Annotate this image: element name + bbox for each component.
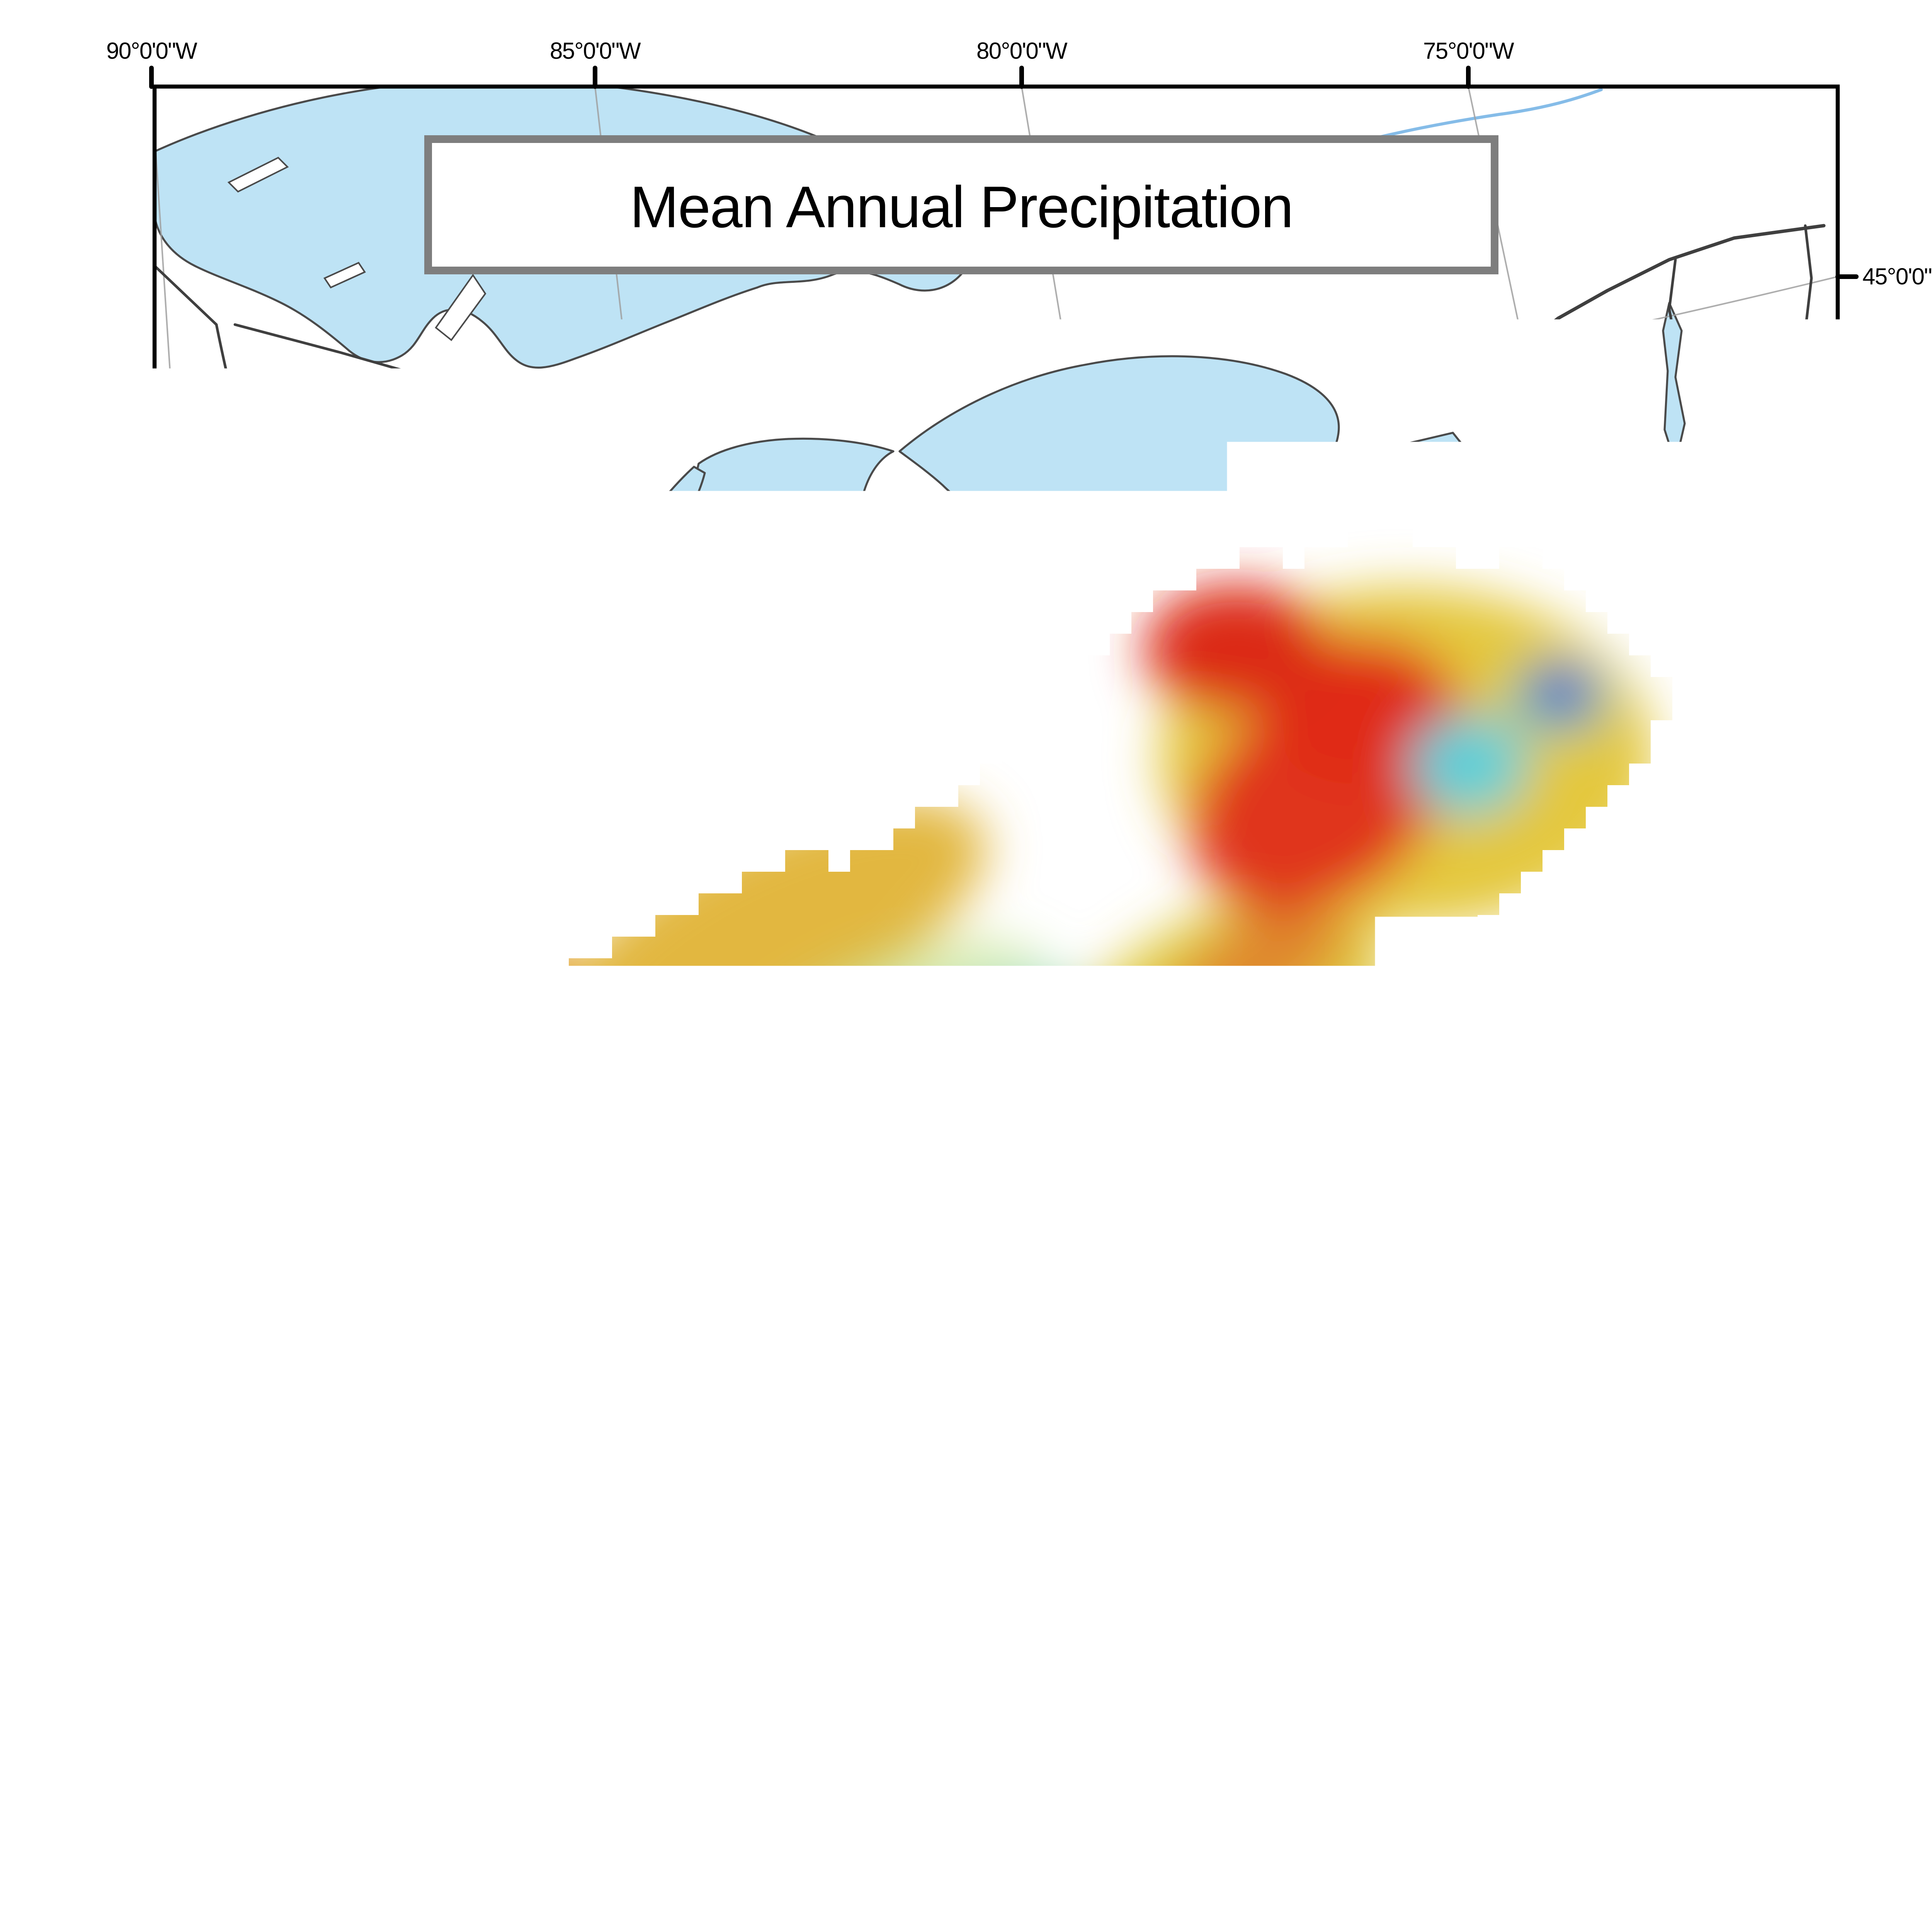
axis-label-top-90w: 90°0'0"W bbox=[106, 38, 197, 64]
scale-label-50: 50 bbox=[1539, 1893, 1564, 1918]
axis-label-left-40n: 40°0'0"N bbox=[44, 1146, 130, 1172]
title-box: Mean Annual Precipitation bbox=[428, 139, 1495, 270]
axis-label-left-45n: 45°0'0"N bbox=[44, 519, 130, 544]
scale-label-100-miles: 100 Miles bbox=[1623, 1893, 1718, 1918]
page-title: Mean Annual Precipitation bbox=[630, 174, 1293, 240]
axis-label-top-80w: 80°0'0"W bbox=[976, 38, 1068, 64]
axis-label-right-45n: 45°0'0"N bbox=[1862, 264, 1932, 289]
axis-label-right-35n: 35°0'0"N bbox=[1862, 1548, 1932, 1574]
axis-label-right-40n: 40°0'0"N bbox=[1862, 919, 1932, 945]
axis-label-top-75w: 75°0'0"W bbox=[1423, 38, 1514, 64]
map-canvas: 90°0'0"W 85°0'0"W 80°0'0"W 75°0'0"W 90°0… bbox=[0, 0, 1932, 1932]
scale-label-0: 0 bbox=[1447, 1893, 1459, 1918]
page: 90°0'0"W 85°0'0"W 80°0'0"W 75°0'0"W 90°0… bbox=[0, 0, 1932, 1932]
axis-label-left-35n: 35°0'0"N bbox=[44, 1772, 130, 1798]
axis-label-top-85w: 85°0'0"W bbox=[550, 38, 641, 64]
